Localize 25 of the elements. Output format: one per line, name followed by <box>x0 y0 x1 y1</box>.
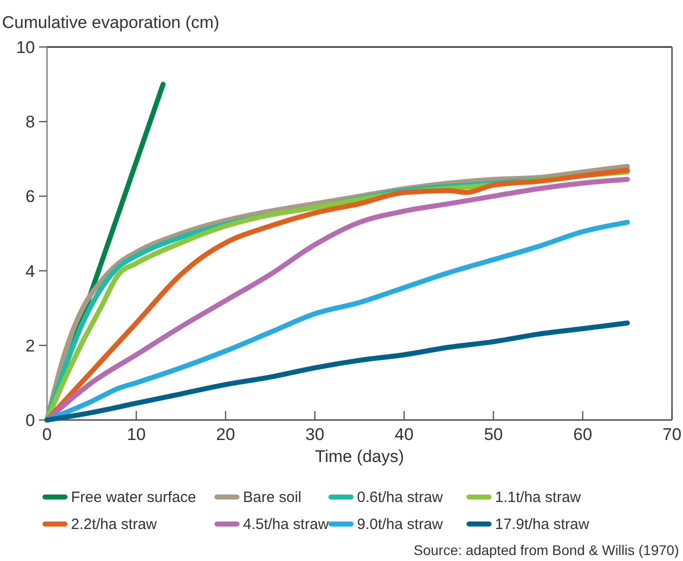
y-tick-label: 6 <box>26 187 35 206</box>
y-tick-label: 2 <box>26 336 35 356</box>
legend-label: 4.5t/ha straw <box>243 516 330 533</box>
x-tick-label: 20 <box>216 425 236 444</box>
y-tick-label: 10 <box>16 38 35 57</box>
x-axis-title: Time (days) <box>314 447 404 466</box>
x-tick-label: 50 <box>484 425 503 444</box>
x-tick-label: 60 <box>573 425 592 444</box>
x-tick-label: 70 <box>662 425 682 444</box>
legend-label: Bare soil <box>243 489 302 506</box>
legend-label: 2.2t/ha straw <box>71 516 158 533</box>
y-tick-label: 4 <box>26 262 35 281</box>
source-note: Source: adapted from Bond & Willis (1970) <box>414 542 679 558</box>
legend-label: 1.1t/ha straw <box>495 489 582 506</box>
x-tick-label: 0 <box>42 425 52 444</box>
x-tick-label: 40 <box>394 425 414 444</box>
y-axis-title: Cumulative evaporation (cm) <box>2 13 220 32</box>
x-tick-label: 30 <box>305 425 324 444</box>
y-tick-label: 8 <box>26 112 35 132</box>
x-tick-label: 10 <box>126 425 146 444</box>
legend-label: 9.0t/ha straw <box>357 516 444 533</box>
legend-label: 0.6t/ha straw <box>357 489 444 506</box>
legend-label: 17.9t/ha straw <box>495 516 590 533</box>
y-tick-label: 0 <box>26 411 35 430</box>
legend-label: Free water surface <box>71 489 196 506</box>
